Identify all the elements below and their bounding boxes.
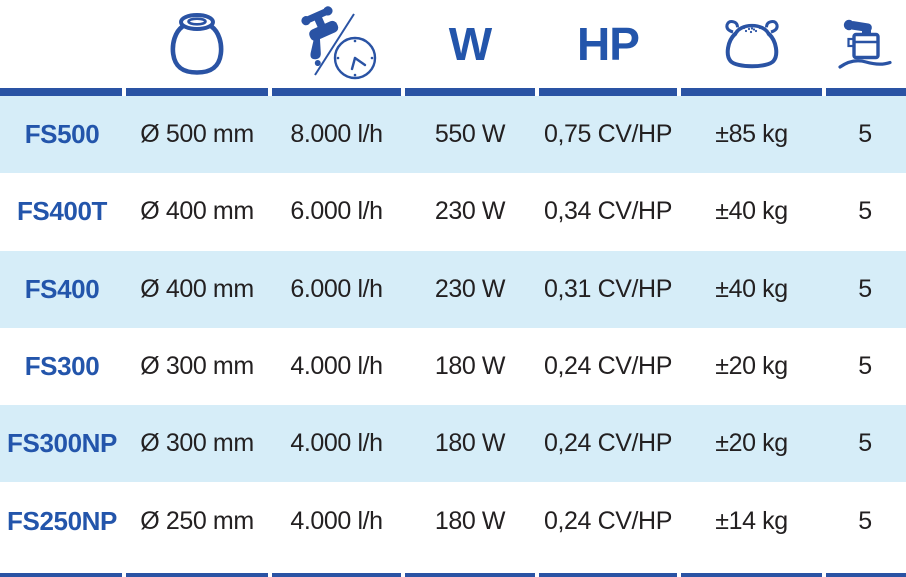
- flow-rate-value: 4.000 l/h: [290, 429, 383, 458]
- divider-segment: [681, 573, 822, 577]
- divider-segment: [539, 88, 677, 96]
- faucet-clock-icon: [300, 6, 376, 80]
- sand-load-value: ±14 kg: [715, 506, 788, 535]
- diameter-value: Ø 400 mm: [140, 274, 254, 303]
- diameter-value: Ø 300 mm: [140, 429, 254, 458]
- table-header-row: W HP: [0, 0, 906, 88]
- selector-valve-icon: [838, 19, 892, 69]
- valve-positions-value: 5: [858, 274, 872, 303]
- power-value: 180 W: [434, 506, 506, 535]
- header-sand-cell: [679, 0, 824, 88]
- bottom-divider-bar: [0, 573, 906, 577]
- valve-positions-value: 5: [858, 120, 872, 149]
- divider-segment: [272, 88, 401, 96]
- table-row-fs300: FS300 Ø 300 mm 4.000 l/h 180 W 0,24 CV/H…: [0, 328, 906, 405]
- table-row-fs400: FS400 Ø 400 mm 6.000 l/h 230 W 0,31 CV/H…: [0, 250, 906, 328]
- flow-rate-value: 4.000 l/h: [290, 506, 383, 535]
- sand-load-value: ±85 kg: [715, 120, 788, 149]
- divider-segment: [681, 88, 822, 96]
- header-divider-bar: [0, 88, 906, 96]
- divider-segment: [0, 88, 122, 96]
- diameter-value: Ø 250 mm: [140, 506, 254, 535]
- horsepower-value: 0,31 CV/HP: [543, 274, 672, 303]
- table-row-fs250np: FS250NP Ø 250 mm 4.000 l/h 180 W 0,24 CV…: [0, 482, 906, 559]
- table-row-fs500: FS500 Ø 500 mm 8.000 l/h 550 W 0,75 CV/H…: [0, 96, 906, 174]
- sand-load-value: ±40 kg: [715, 197, 788, 226]
- horsepower-unit-label: HP: [577, 18, 640, 70]
- sand-load-value: ±20 kg: [715, 429, 788, 458]
- divider-segment: [826, 573, 906, 577]
- horsepower-value: 0,34 CV/HP: [543, 197, 672, 226]
- flow-rate-value: 8.000 l/h: [290, 120, 383, 149]
- divider-segment: [826, 88, 906, 96]
- horsepower-value: 0,24 CV/HP: [543, 506, 672, 535]
- power-value: 230 W: [434, 197, 506, 226]
- header-power-cell: W: [403, 0, 537, 88]
- power-value: 550 W: [434, 120, 506, 149]
- diameter-value: Ø 300 mm: [140, 352, 254, 381]
- valve-positions-value: 5: [858, 429, 872, 458]
- sand-sack-icon: [724, 20, 779, 69]
- divider-segment: [126, 88, 268, 96]
- power-value: 180 W: [434, 352, 506, 381]
- valve-positions-value: 5: [858, 197, 872, 226]
- header-flow-cell: [270, 0, 403, 88]
- diameter-value: Ø 400 mm: [140, 197, 254, 226]
- horsepower-value: 0,24 CV/HP: [543, 352, 672, 381]
- filter-vessel-icon: [170, 13, 224, 75]
- model-name: FS250NP: [7, 505, 117, 536]
- flow-rate-value: 6.000 l/h: [290, 197, 383, 226]
- header-valve-cell: [824, 0, 906, 88]
- header-model-cell: [0, 0, 124, 88]
- valve-positions-value: 5: [858, 506, 872, 535]
- horsepower-value: 0,75 CV/HP: [543, 120, 672, 149]
- divider-segment: [0, 573, 122, 577]
- sand-load-value: ±20 kg: [715, 352, 788, 381]
- sand-load-value: ±40 kg: [715, 274, 788, 303]
- header-horsepower-cell: HP: [537, 0, 679, 88]
- table-row-fs300np: FS300NP Ø 300 mm 4.000 l/h 180 W 0,24 CV…: [0, 405, 906, 483]
- table-row-fs400t: FS400T Ø 400 mm 6.000 l/h 230 W 0,34 CV/…: [0, 173, 906, 250]
- divider-segment: [272, 573, 401, 577]
- header-diameter-cell: [124, 0, 270, 88]
- horsepower-value: 0,24 CV/HP: [543, 429, 672, 458]
- model-name: FS300: [24, 351, 100, 382]
- divider-segment: [539, 573, 677, 577]
- valve-positions-value: 5: [858, 352, 872, 381]
- model-name: FS400: [24, 273, 100, 304]
- divider-segment: [126, 573, 268, 577]
- model-name: FS300NP: [7, 428, 117, 459]
- power-value: 180 W: [434, 429, 506, 458]
- power-value: 230 W: [434, 274, 506, 303]
- diameter-value: Ø 500 mm: [140, 120, 254, 149]
- power-unit-label: W: [448, 18, 492, 70]
- flow-rate-value: 4.000 l/h: [290, 352, 383, 381]
- divider-segment: [405, 573, 535, 577]
- model-name: FS500: [24, 119, 100, 150]
- model-name: FS400T: [16, 196, 108, 227]
- flow-rate-value: 6.000 l/h: [290, 274, 383, 303]
- divider-segment: [405, 88, 535, 96]
